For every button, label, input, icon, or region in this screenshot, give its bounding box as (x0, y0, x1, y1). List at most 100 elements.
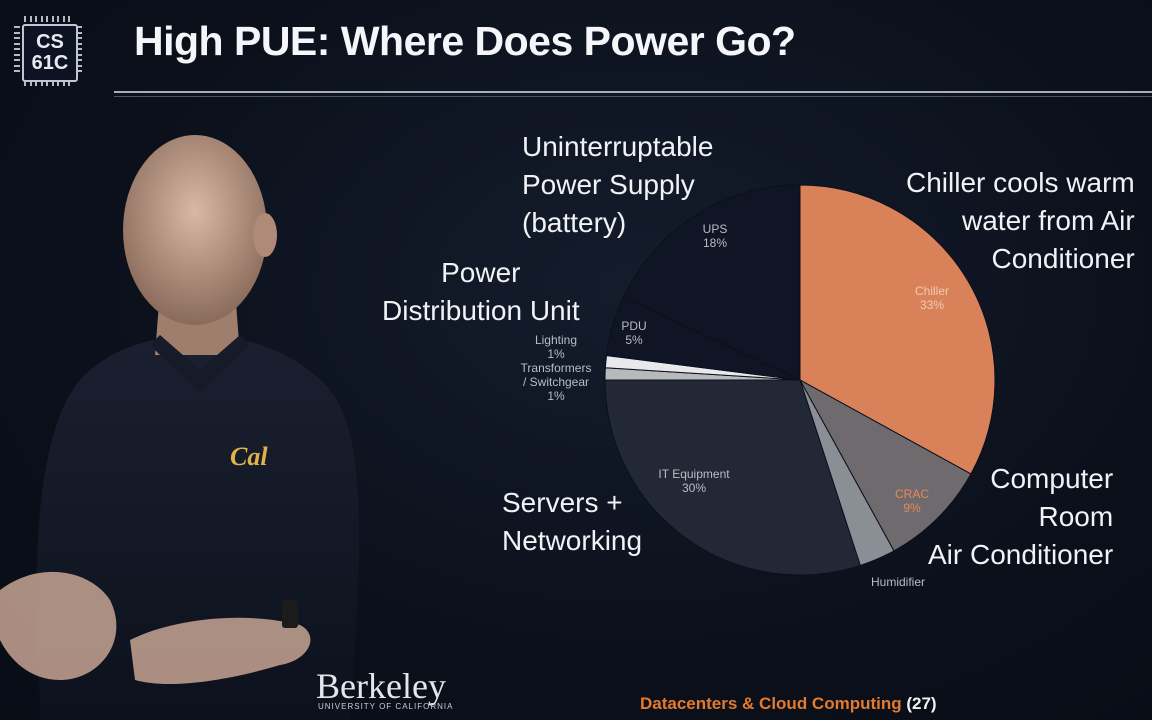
berkeley-subtitle: UNIVERSITY OF CALIFORNIA (318, 702, 454, 711)
logo-line1: CS (36, 31, 64, 53)
pie-label-ups-line2: 18% (703, 236, 727, 250)
chip-pin (14, 48, 20, 50)
chip-pin (51, 80, 54, 86)
chip-pin (14, 42, 20, 45)
annotation-crac-line1: Computer (990, 463, 1114, 494)
chip-pin (62, 80, 65, 86)
chip-pin (46, 80, 48, 86)
speaker-hands (0, 571, 117, 680)
pie-label-transformers-switchgear-line3: 1% (547, 389, 565, 403)
chip-pin (40, 16, 43, 22)
annotation-chiller-line3: Conditioner (991, 243, 1135, 274)
annotation-chiller-line2: water from Air (962, 205, 1135, 236)
chip-pins-top (24, 16, 72, 22)
chip-pin (24, 16, 26, 22)
chip-pin (51, 16, 54, 22)
annotation-pdu-line1: Power (441, 257, 521, 288)
pie-label-it-equipment-line1: IT Equipment (658, 467, 730, 481)
chip-pin (76, 31, 82, 34)
pie-label-chiller-line1: Chiller (915, 284, 949, 298)
chip-pin (14, 59, 20, 61)
speaker-collar (150, 335, 250, 395)
annotation-crac-line3: Air Conditioner (928, 539, 1114, 570)
chip-pin (14, 37, 20, 39)
pie-label-ups-line1: UPS (703, 222, 728, 236)
annotation-servers-line1: Servers + (502, 487, 623, 518)
footer-course-topic: Datacenters & Cloud Computing (640, 694, 902, 713)
chip-pin (76, 70, 82, 72)
chip-pin (14, 26, 20, 28)
annotation-ups-line1: Uninterruptable (522, 131, 714, 162)
pie-slice-it-equipment (604, 379, 861, 576)
logo-line2: 61C (31, 52, 69, 74)
annotation-pdu: Power Distribution Unit (382, 254, 580, 330)
speaker-head (123, 135, 267, 325)
pie-label-pdu-line2: 5% (625, 333, 643, 347)
chip-pin (29, 80, 32, 86)
pie-label-it-equipment-line2: 30% (682, 481, 706, 495)
chip-pins-left (14, 26, 20, 76)
speaker-watch (282, 600, 298, 628)
chip-pin (76, 64, 82, 67)
pie-label-transformers-switchgear-line1: Transformers (521, 361, 592, 375)
annotation-crac-line2: Room (1038, 501, 1114, 532)
chip-pin (29, 16, 32, 22)
chip-pin (57, 80, 59, 86)
annotation-ups-line3: (battery) (522, 207, 627, 238)
pie-label-pdu-line1: PDU (621, 319, 646, 333)
annotation-ups-line2: Power Supply (522, 169, 695, 200)
annotation-crac: Computer Room Air Conditioner (928, 460, 1113, 574)
chip-pins-bottom (24, 80, 72, 86)
annotation-servers-line2: Networking (502, 525, 643, 556)
chip-pin (35, 16, 37, 22)
speaker-video: Cal (0, 135, 359, 720)
chip-pin (62, 16, 65, 22)
chip-pin (14, 53, 20, 56)
annotation-chiller-line1: Chiller cools warm (906, 167, 1135, 198)
speaker-hand-right (130, 617, 311, 685)
cal-logo: Cal (230, 442, 268, 471)
cs61c-logo: CS 61C (14, 16, 82, 86)
speaker-ear (253, 213, 277, 257)
chip-pin (76, 48, 82, 50)
chip-body: CS 61C (22, 24, 78, 82)
chip-pin (68, 16, 70, 22)
chip-pin (76, 53, 82, 56)
annotation-ups: Uninterruptable Power Supply (battery) (522, 128, 713, 242)
title-divider (114, 91, 1152, 93)
footer-page-number: (27) (906, 694, 937, 713)
chip-pin (14, 31, 20, 34)
chip-pin (14, 70, 20, 72)
slide-title: High PUE: Where Does Power Go? (134, 18, 796, 64)
pie-label-humidifier-line1: Humidifier (871, 575, 925, 589)
annotation-chiller: Chiller cools warm water from Air Condit… (906, 164, 1135, 278)
chip-pin (40, 80, 43, 86)
pie-slice-ups (622, 184, 801, 381)
pie-label-transformers-switchgear-line2: / Switchgear (523, 375, 589, 389)
pie-label-crac-line2: 9% (903, 501, 921, 515)
title-divider-secondary (114, 96, 1152, 97)
annotation-pdu-line2: Distribution Unit (382, 295, 580, 326)
pie-label-crac-line1: CRAC (895, 487, 929, 501)
chip-pin (76, 37, 82, 39)
berkeley-wordmark: Berkeley (316, 666, 446, 706)
pie-label-lighting-line1: Lighting (535, 333, 577, 347)
pie-label-chiller-line2: 33% (920, 298, 944, 312)
pie-slice-crac (798, 378, 972, 552)
chip-pin (46, 16, 48, 22)
chip-pin (68, 80, 70, 86)
footer-topic: Datacenters & Cloud Computing (27) (640, 694, 937, 714)
chip-pin (76, 59, 82, 61)
chip-pin (76, 26, 82, 28)
annotation-servers: Servers + Networking (502, 484, 642, 560)
chip-pin (57, 16, 59, 22)
pie-label-lighting-line2: 1% (547, 347, 565, 361)
chip-pin (14, 64, 20, 67)
chip-pin (24, 80, 26, 86)
pie-slice-chiller (799, 184, 996, 475)
chip-pin (35, 80, 37, 86)
chip-pins-right (76, 26, 82, 76)
chip-pin (76, 42, 82, 45)
